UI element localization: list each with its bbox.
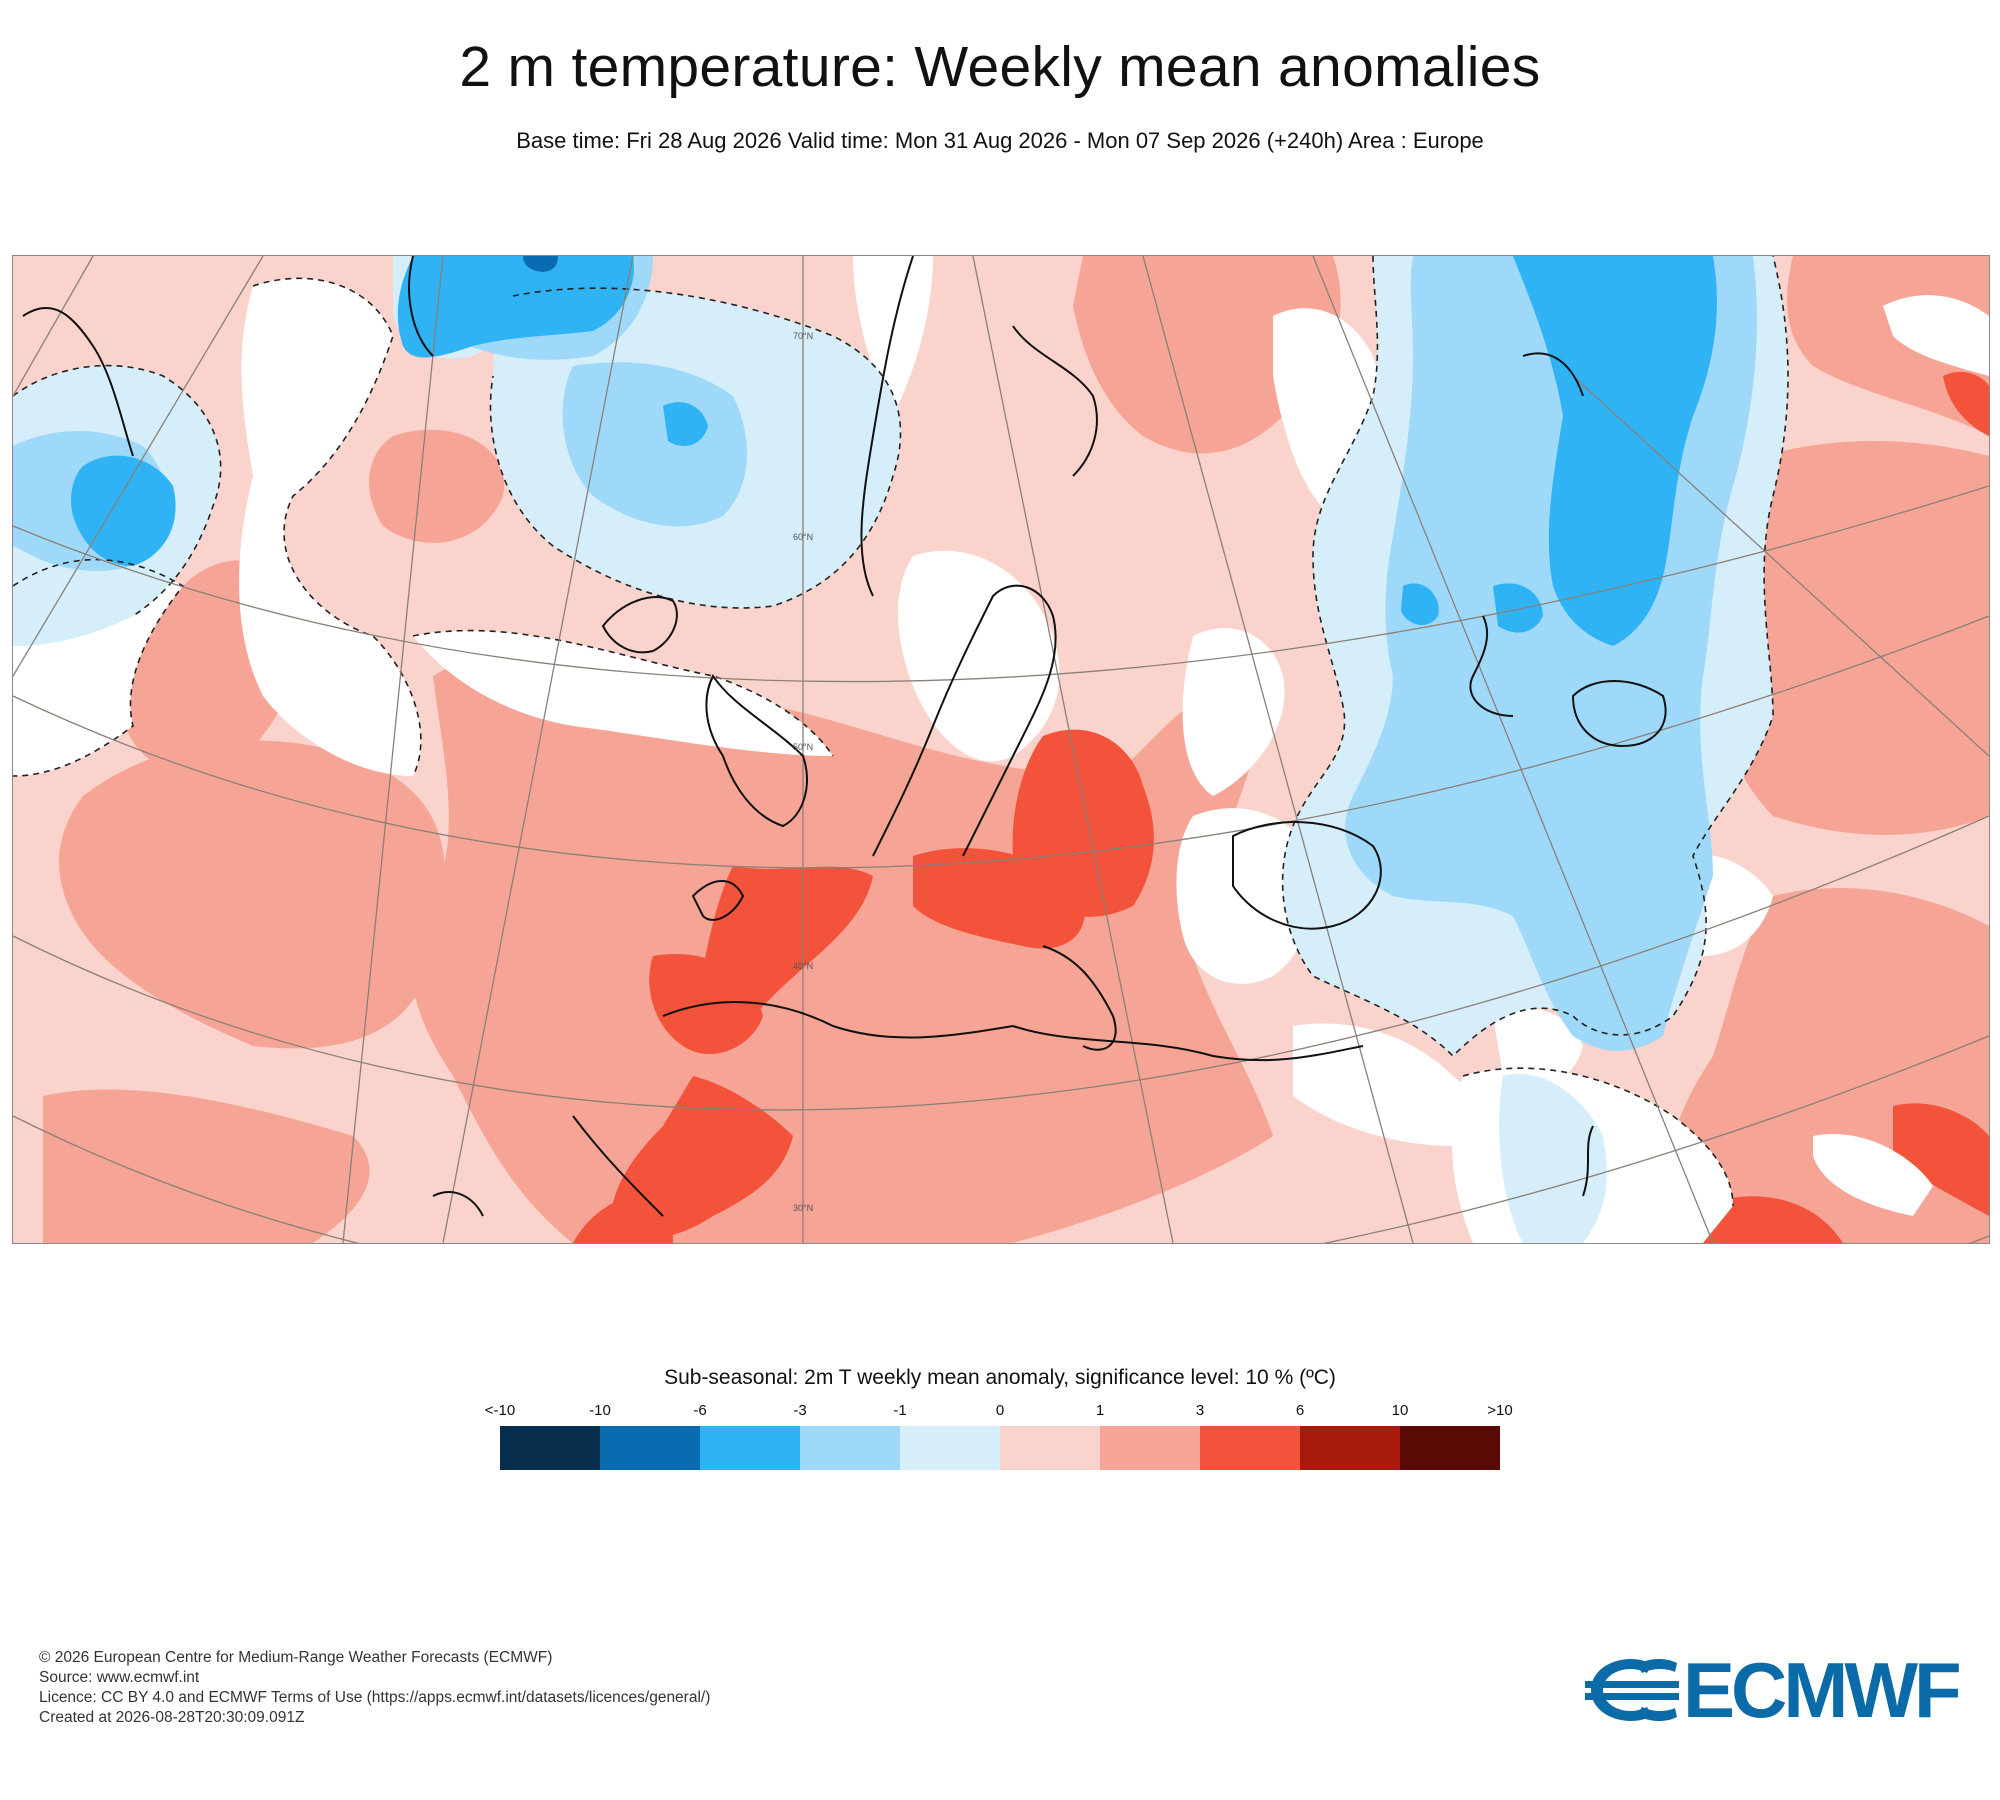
legend-title: Sub-seasonal: 2m T weekly mean anomaly, … <box>664 1366 1336 1389</box>
licence-text: Licence: CC BY 4.0 and ECMWF Terms of Us… <box>39 1689 711 1706</box>
ecmwf-logo: ECMWF <box>1585 1650 1965 1730</box>
significance-contours <box>13 256 1789 1207</box>
legend-ticks: <-10 -10 -6 -3 -1 0 1 3 6 10 >10 <box>485 1402 1513 1422</box>
legend-swatch <box>500 1426 600 1470</box>
ecmwf-logo-mark <box>1585 1659 1679 1721</box>
anomaly-map: 70°N 60°N 50°N 40°N 30°N <box>12 255 1990 1244</box>
anomaly-field-minus10-minus6 <box>523 256 558 272</box>
legend-tick-label: 1 <box>1095 1402 1105 1419</box>
lat-label-50n: 50°N <box>793 742 813 752</box>
legend-swatch <box>700 1426 800 1470</box>
copyright-text: © 2026 European Centre for Medium-Range … <box>39 1649 553 1666</box>
legend-tick-label: 6 <box>1295 1402 1305 1419</box>
lat-label-40n: 40°N <box>793 961 813 971</box>
legend-swatch <box>600 1426 700 1470</box>
anomaly-field-minus6-minus3 <box>71 256 1717 646</box>
source-text: Source: www.ecmwf.int <box>39 1669 200 1686</box>
legend-swatch <box>1000 1426 1100 1470</box>
footer-credits: © 2026 European Centre for Medium-Range … <box>39 1648 710 1728</box>
legend-tick-label: 0 <box>995 1402 1005 1419</box>
legend-swatch <box>1200 1426 1300 1470</box>
legend-tick-label: <-10 <box>484 1402 516 1419</box>
created-text: Created at 2026-08-28T20:30:09.091Z <box>39 1709 305 1726</box>
legend-swatch <box>1400 1426 1500 1470</box>
lat-label-70n: 70°N <box>793 331 813 341</box>
legend-swatch <box>900 1426 1000 1470</box>
legend-tick-label: -1 <box>893 1402 907 1419</box>
legend-swatch <box>800 1426 900 1470</box>
legend-swatch <box>1300 1426 1400 1470</box>
lat-labels: 70°N 60°N 50°N 40°N 30°N <box>793 331 813 1213</box>
anomaly-field-3-6 <box>573 371 1989 1243</box>
lat-label-30n: 30°N <box>793 1203 813 1213</box>
legend-tick-label: 10 <box>1391 1402 1409 1419</box>
legend-swatch <box>1100 1426 1200 1470</box>
chart-subtitle: Base time: Fri 28 Aug 2026 Valid time: M… <box>516 128 1484 153</box>
legend-tick-label: -3 <box>793 1402 807 1419</box>
coastlines <box>22 256 1667 1217</box>
legend-tick-label: -6 <box>693 1402 707 1419</box>
chart-title: 2 m temperature: Weekly mean anomalies <box>459 35 1541 99</box>
ecmwf-logo-text: ECMWF <box>1683 1646 1962 1734</box>
legend-tick-label: 3 <box>1195 1402 1205 1419</box>
legend-tick-label: -10 <box>589 1402 611 1419</box>
graticule <box>13 256 1989 1243</box>
lat-label-60n: 60°N <box>793 532 813 542</box>
legend-colorbar <box>500 1426 1500 1470</box>
legend-tick-label: >10 <box>1487 1402 1513 1419</box>
